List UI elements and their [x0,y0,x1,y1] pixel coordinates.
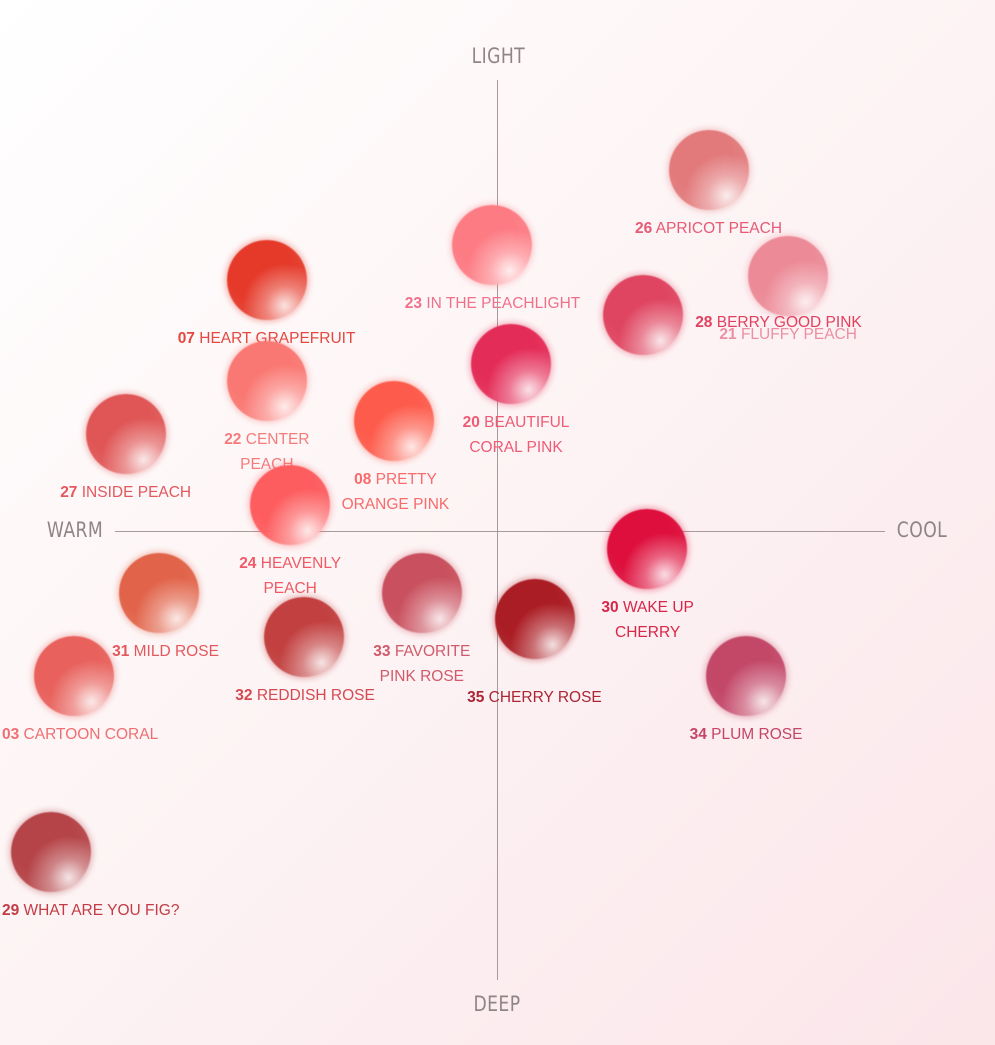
shade-name: CENTER [241,431,310,449]
shade-label-31: 31 MILD ROSE [112,639,219,664]
shade-label-20: 20 BEAUTIFUL CORAL PINK [463,410,570,460]
horizontal-axis [115,531,885,532]
shade-name: WAKE UP [618,598,694,616]
shade-number: 28 [695,314,713,332]
shade-number: 07 [177,330,195,348]
shade-name: HEAVENLY [256,554,342,572]
shade-swatch-27[interactable] [85,394,166,475]
shade-number: 31 [112,642,130,660]
shade-label-32: 32 REDDISH ROSE [235,683,375,708]
shade-swatch-26[interactable] [668,130,749,211]
shade-number: 24 [239,554,257,572]
shade-name-line2: CHERRY [615,623,681,641]
shade-name: HEART GRAPEFRUIT [194,330,356,348]
shade-name: FAVORITE [390,642,471,660]
shade-name: INSIDE PEACH [77,484,192,502]
shade-label-30: 30 WAKE UP CHERRY [601,595,693,645]
shade-label-29: 29 WHAT ARE YOU FIG? [2,898,179,923]
shade-name: MILD ROSE [129,642,219,660]
shade-number: 26 [635,220,653,238]
shade-swatch-29[interactable] [10,812,91,893]
shade-swatch-23[interactable] [452,205,533,285]
shade-label-24: 24 HEAVENLY PEACH [239,551,341,601]
shade-name: APRICOT PEACH [652,220,783,238]
shade-swatch-33[interactable] [381,552,462,633]
shade-name: PLUM ROSE [706,726,803,744]
shade-name-line2: ORANGE PINK [341,496,450,513]
shade-swatch-34[interactable] [706,636,787,717]
shade-name: WHAT ARE YOU FIG? [19,902,180,920]
shade-label-23: 23 IN THE PEACHLIGHT [405,291,580,316]
shade-label-33: 33 FAVORITE PINK ROSE [373,639,470,689]
vertical-axis [497,80,498,980]
axis-label-light: LIGHT [471,44,526,68]
shade-name: BEAUTIFUL [479,413,570,431]
shade-swatch-22[interactable] [226,341,307,422]
shade-number: 33 [373,642,391,660]
shade-number: 22 [224,431,242,449]
axis-label-warm: WARM [46,518,104,542]
shade-label-34: 34 PLUM ROSE [690,722,803,747]
shade-label-35: 35 CHERRY ROSE [467,685,602,710]
shade-swatch-30[interactable] [607,508,688,589]
axis-label-cool: COOL [896,518,948,542]
shade-swatch-21[interactable] [748,235,829,316]
shade-swatch-24[interactable] [250,464,331,545]
shade-number: 27 [60,484,78,502]
shade-number: 35 [467,689,485,706]
shade-number: 29 [2,902,20,920]
axis-label-deep: DEEP [473,992,521,1016]
shade-swatch-20[interactable] [471,323,552,404]
shade-label-27: 27 INSIDE PEACH [60,480,191,505]
shade-label-08: 08 PRETTY ORANGE PINK [342,467,450,517]
shade-number: 20 [462,413,480,431]
shade-swatch-35[interactable] [494,579,575,659]
shade-swatch-32[interactable] [264,596,345,677]
shade-name: PRETTY [371,471,437,488]
shade-number: 30 [601,598,619,616]
shade-number: 03 [2,726,20,744]
shade-name-line2: PEACH [263,579,317,597]
shade-name: IN THE PEACHLIGHT [422,295,581,312]
shade-name-line2: PINK ROSE [379,667,465,685]
shade-label-03: 03 CARTOON CORAL [2,722,158,747]
shade-number: 32 [235,686,253,704]
shade-number: 23 [404,295,423,312]
shade-name: CHERRY ROSE [484,689,602,706]
shade-swatch-08[interactable] [353,381,434,461]
shade-swatch-28[interactable] [602,275,683,356]
shade-swatch-31[interactable] [118,552,199,633]
shade-label-21: 21 FLUFFY PEACH [719,322,857,347]
shade-number: 08 [354,471,372,488]
shade-number: 21 [719,325,737,343]
shade-name: CARTOON CORAL [19,726,159,744]
shade-name: FLUFFY PEACH [736,325,857,343]
shade-swatch-03[interactable] [34,636,114,717]
shade-swatch-07[interactable] [226,240,307,321]
shade-label-07: 07 HEART GRAPEFRUIT [178,326,356,351]
shade-label-28: 28 BERRY GOOD PINK [695,310,862,335]
shade-number: 34 [689,726,707,744]
shade-name: REDDISH ROSE [252,686,375,704]
shade-name: BERRY GOOD PINK [712,314,862,332]
shade-label-26: 26 APRICOT PEACH [635,216,782,241]
shade-name-line2: CORAL PINK [469,438,563,456]
